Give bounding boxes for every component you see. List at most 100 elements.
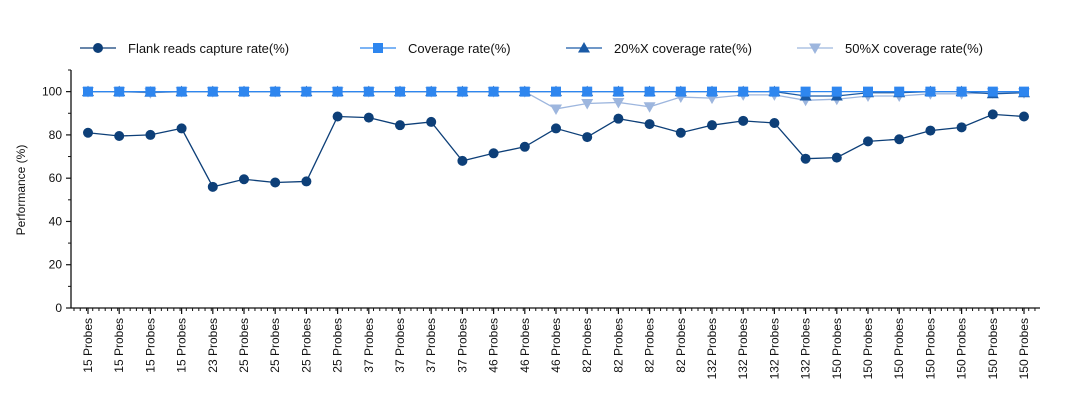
legend-marker: [578, 42, 590, 53]
x-tick-label: 23 Probes: [206, 318, 220, 373]
x-tick-label: 15 Probes: [143, 318, 157, 373]
legend-label: Flank reads capture rate(%): [128, 41, 289, 56]
data-point: [925, 86, 936, 97]
data-point: [675, 127, 686, 138]
x-tick-label: 150 Probes: [861, 318, 875, 379]
data-point: [581, 99, 594, 110]
data-point: [582, 86, 593, 97]
data-point: [987, 109, 998, 120]
x-tick-label: 25 Probes: [268, 318, 282, 373]
legend: Flank reads capture rate(%) Coverage rate…: [80, 41, 983, 56]
x-tick-label: 37 Probes: [393, 318, 407, 373]
legend-item: Flank reads capture rate(%): [80, 41, 289, 56]
data-point: [551, 86, 561, 97]
x-tick-label: 15 Probes: [112, 318, 126, 373]
x-tick-label: 25 Probes: [237, 318, 251, 373]
x-tick-label: 150 Probes: [830, 318, 844, 379]
data-point: [800, 153, 811, 164]
data-point: [863, 136, 873, 147]
legend-item: Coverage rate(%): [360, 41, 511, 56]
x-tick-label: 150 Probes: [892, 318, 906, 379]
data-point: [145, 86, 156, 97]
axes: 0 20 40 60 80 100 15 Probes 15 Probes 15 Probes 1…: [42, 69, 1040, 379]
data-point: [863, 86, 873, 97]
data-point: [894, 134, 905, 145]
data-point: [363, 86, 374, 97]
y-tick-label: 100: [42, 85, 62, 99]
data-point: [613, 113, 624, 124]
legend-item: 50%X coverage rate(%): [797, 41, 983, 56]
data-point: [956, 122, 967, 133]
data-point: [270, 177, 281, 188]
data-point: [207, 86, 218, 97]
legend-item: 20%X coverage rate(%): [566, 41, 752, 56]
data-point: [145, 129, 156, 140]
x-tick-label: 46 Probes: [549, 318, 563, 373]
data-point: [239, 86, 249, 97]
data-point: [925, 125, 936, 136]
x-tick-label: 37 Probes: [362, 318, 376, 373]
legend-marker: [93, 43, 103, 53]
x-tick-label: 37 Probes: [424, 318, 438, 373]
data-point: [550, 104, 562, 115]
y-tick-label: 60: [49, 171, 63, 185]
data-point: [613, 86, 624, 97]
data-point: [363, 112, 374, 123]
legend-label: 20%X coverage rate(%): [614, 41, 752, 56]
data-point: [114, 86, 125, 97]
data-point: [176, 123, 187, 134]
data-point: [644, 86, 655, 97]
data-point: [551, 123, 561, 134]
legend-marker: [809, 43, 821, 54]
data-point: [488, 148, 499, 159]
data-point: [301, 176, 312, 187]
y-axis-title: Performance (%): [14, 145, 28, 236]
x-tick-label: 132 Probes: [767, 318, 781, 379]
x-tick-label: 46 Probes: [518, 318, 532, 373]
data-point: [582, 132, 593, 143]
data-point: [457, 155, 468, 166]
x-tick-label: 132 Probes: [799, 318, 813, 379]
data-point: [395, 86, 405, 97]
x-tick-label: 132 Probes: [736, 318, 750, 379]
data-point: [488, 86, 499, 97]
data-point: [800, 86, 811, 97]
series-1: [83, 109, 1029, 192]
y-tick-label: 20: [49, 258, 63, 272]
data-point: [894, 86, 905, 97]
x-tick-label: 15 Probes: [175, 318, 189, 373]
data-point: [831, 152, 842, 163]
data-point: [301, 86, 312, 97]
data-point: [987, 86, 998, 97]
data-point: [831, 86, 842, 97]
data-point: [332, 86, 343, 97]
data-point: [769, 86, 780, 97]
y-tick-label: 0: [55, 301, 62, 315]
x-tick-label: 132 Probes: [705, 318, 719, 379]
legend-label: 50%X coverage rate(%): [845, 41, 983, 56]
data-point: [675, 86, 686, 97]
data-point: [239, 174, 249, 185]
data-point: [83, 127, 93, 138]
data-point: [83, 86, 93, 97]
x-tick-label: 82 Probes: [580, 318, 594, 373]
data-point: [457, 86, 468, 97]
data-point: [1019, 111, 1029, 122]
data-point: [519, 141, 530, 152]
legend-marker: [373, 43, 383, 53]
data-point: [769, 118, 780, 129]
x-tick-label: 82 Probes: [674, 318, 688, 373]
x-tick-label: 15 Probes: [81, 318, 95, 373]
data-point: [395, 120, 405, 131]
data-point: [643, 102, 656, 113]
data-point: [176, 86, 187, 97]
y-tick-label: 40: [49, 214, 63, 228]
x-tick-label: 82 Probes: [643, 318, 657, 373]
x-tick-label: 150 Probes: [1017, 318, 1031, 379]
x-tick-label: 150 Probes: [923, 318, 937, 379]
data-point: [114, 130, 125, 141]
x-tick-label: 82 Probes: [611, 318, 625, 373]
x-tick-label: 150 Probes: [955, 318, 969, 379]
data-point: [738, 115, 749, 126]
